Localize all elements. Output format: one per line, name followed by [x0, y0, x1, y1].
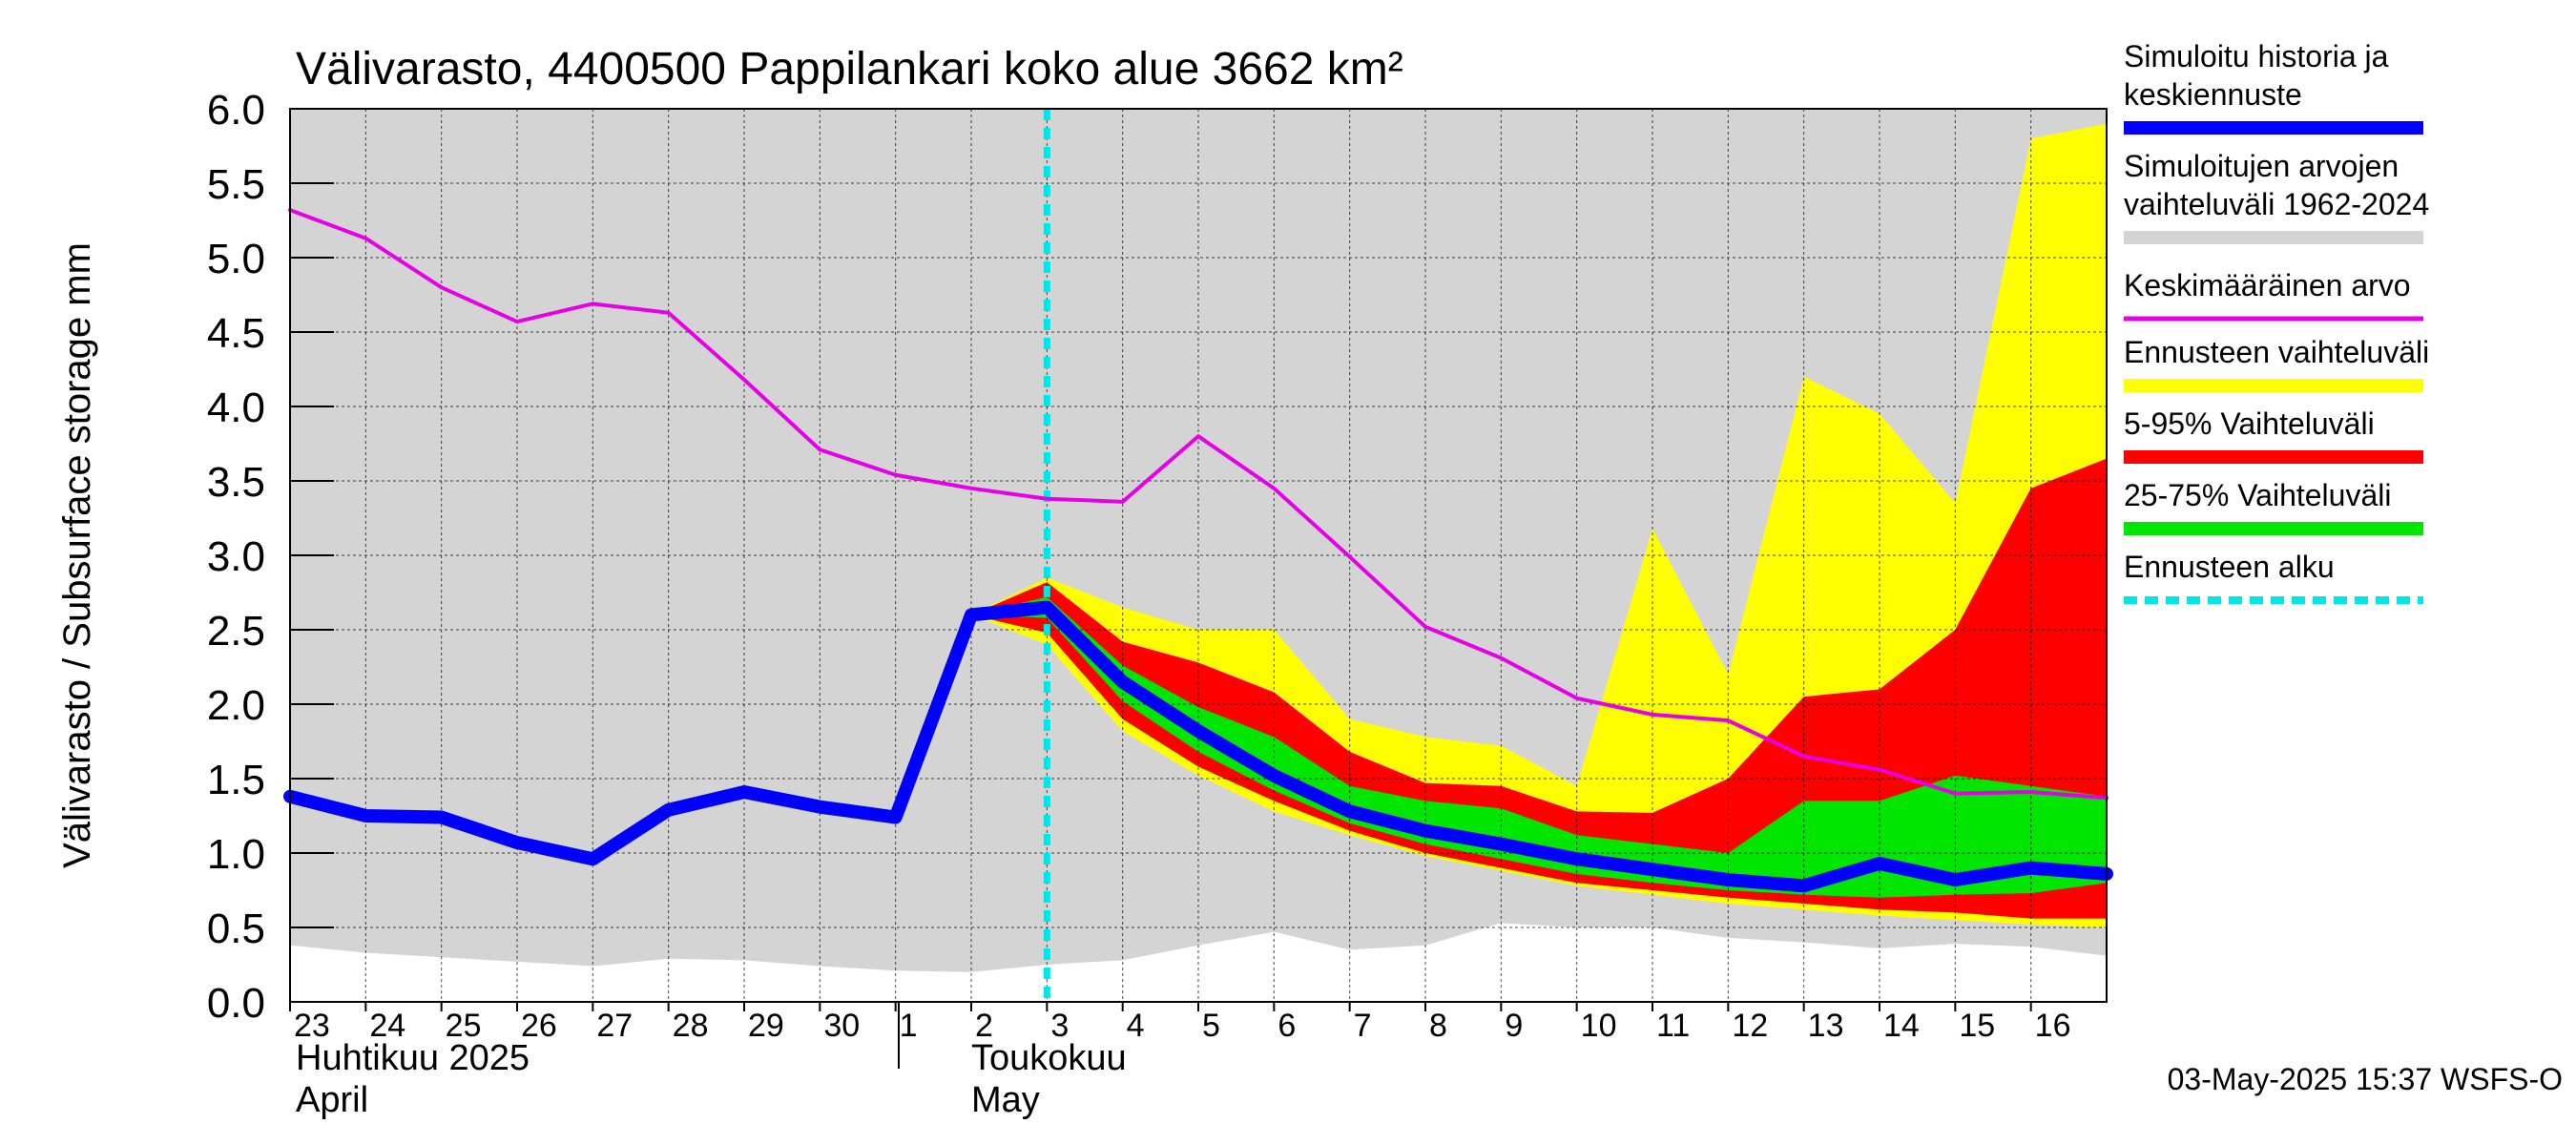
series-line-keskim-r-inen-arvo — [288, 208, 2109, 801]
y-axis: 0.0 0.5 1.0 1.5 2.0 2.5 3.0 3.5 4.0 4.5 5.0 5.5 6.0 — [207, 87, 334, 1027]
legend-label: Keskimääräinen arvo — [2124, 268, 2411, 302]
y-tick-label: 1.5 — [207, 757, 265, 803]
y-tick-label: 6.0 — [207, 87, 265, 134]
x-tick-label: 23 — [294, 1008, 330, 1044]
x-tick-label: 12 — [1732, 1008, 1768, 1044]
y-tick-label: 4.5 — [207, 310, 265, 357]
legend-label: Simuloitujen arvojen — [2124, 149, 2399, 183]
x-tick-label: 1 — [900, 1008, 918, 1044]
y-tick-label: 5.5 — [207, 161, 265, 208]
x-tick-label: 16 — [2035, 1008, 2071, 1044]
y-tick-label: 0.5 — [207, 906, 265, 952]
x-tick-label: 15 — [1959, 1008, 1995, 1044]
y-tick-label: 0.0 — [207, 980, 265, 1027]
y-axis-label: Välivarasto / Subsurface storage mm — [56, 242, 98, 868]
y-tick-label: 2.0 — [207, 682, 265, 729]
x-tick-label: 27 — [596, 1008, 633, 1044]
x-tick-label: 14 — [1883, 1008, 1920, 1044]
legend-label: Ennusteen vaihteluväli — [2124, 335, 2429, 369]
month-label-april-fi: Huhtikuu 2025 — [296, 1038, 530, 1078]
x-tick-label: 29 — [748, 1008, 784, 1044]
y-tick-label: 1.0 — [207, 831, 265, 878]
legend-label: Simuloitu historia ja — [2124, 39, 2389, 73]
legend-label: 5-95% Vaihteluväli — [2124, 406, 2375, 441]
y-tick-label: 3.0 — [207, 533, 265, 580]
month-label-april-en: April — [296, 1080, 368, 1120]
chart-title: Välivarasto, 4400500 Pappilankari koko a… — [296, 44, 1403, 94]
y-tick-label: 3.5 — [207, 459, 265, 506]
legend: Simuloitu historia ja keskiennuste Simuloi… — [2124, 39, 2429, 604]
y-tick-label: 2.5 — [207, 608, 265, 655]
x-tick-label: 30 — [823, 1008, 860, 1044]
x-tick-label: 24 — [369, 1008, 405, 1044]
x-tick-label: 10 — [1581, 1008, 1617, 1044]
x-tick-label: 6 — [1278, 1008, 1296, 1044]
legend-label: vaihteluväli 1962-2024 — [2124, 187, 2429, 221]
x-tick-label: 2 — [975, 1008, 993, 1044]
month-label-may-en: May — [971, 1080, 1040, 1120]
x-tick-label: 7 — [1354, 1008, 1372, 1044]
y-tick-label: 5.0 — [207, 236, 265, 282]
x-tick-label: 25 — [446, 1008, 482, 1044]
x-axis: 23 24 25 26 27 28 29 30 1 2 3 4 5 6 7 8 9 10 11 12 13 14 15 16 — [289, 1002, 2071, 1044]
band-25-75-vaihteluv-li — [971, 596, 2107, 898]
x-tick-label: 4 — [1127, 1008, 1145, 1044]
x-tick-label: 11 — [1656, 1008, 1690, 1044]
line-layer — [283, 109, 2113, 1002]
series-line-simuloitu-historia-ja-keskiennuste — [283, 600, 2113, 893]
x-tick-label: 8 — [1429, 1008, 1447, 1044]
x-tick-label: 26 — [521, 1008, 557, 1044]
legend-label: 25-75% Vaihteluväli — [2124, 478, 2391, 512]
x-tick-label: 9 — [1505, 1008, 1523, 1044]
x-tick-label: 28 — [673, 1008, 709, 1044]
x-tick-label: 3 — [1050, 1008, 1069, 1044]
y-tick-label: 4.0 — [207, 385, 265, 431]
month-label-may-fi: Toukokuu — [971, 1038, 1127, 1078]
legend-label: Ennusteen alku — [2124, 550, 2335, 584]
x-tick-label: 5 — [1202, 1008, 1220, 1044]
legend-label: keskiennuste — [2124, 77, 2302, 112]
footer-timestamp: 03-May-2025 15:37 WSFS-O — [2168, 1062, 2563, 1096]
x-tick-label: 13 — [1808, 1008, 1844, 1044]
